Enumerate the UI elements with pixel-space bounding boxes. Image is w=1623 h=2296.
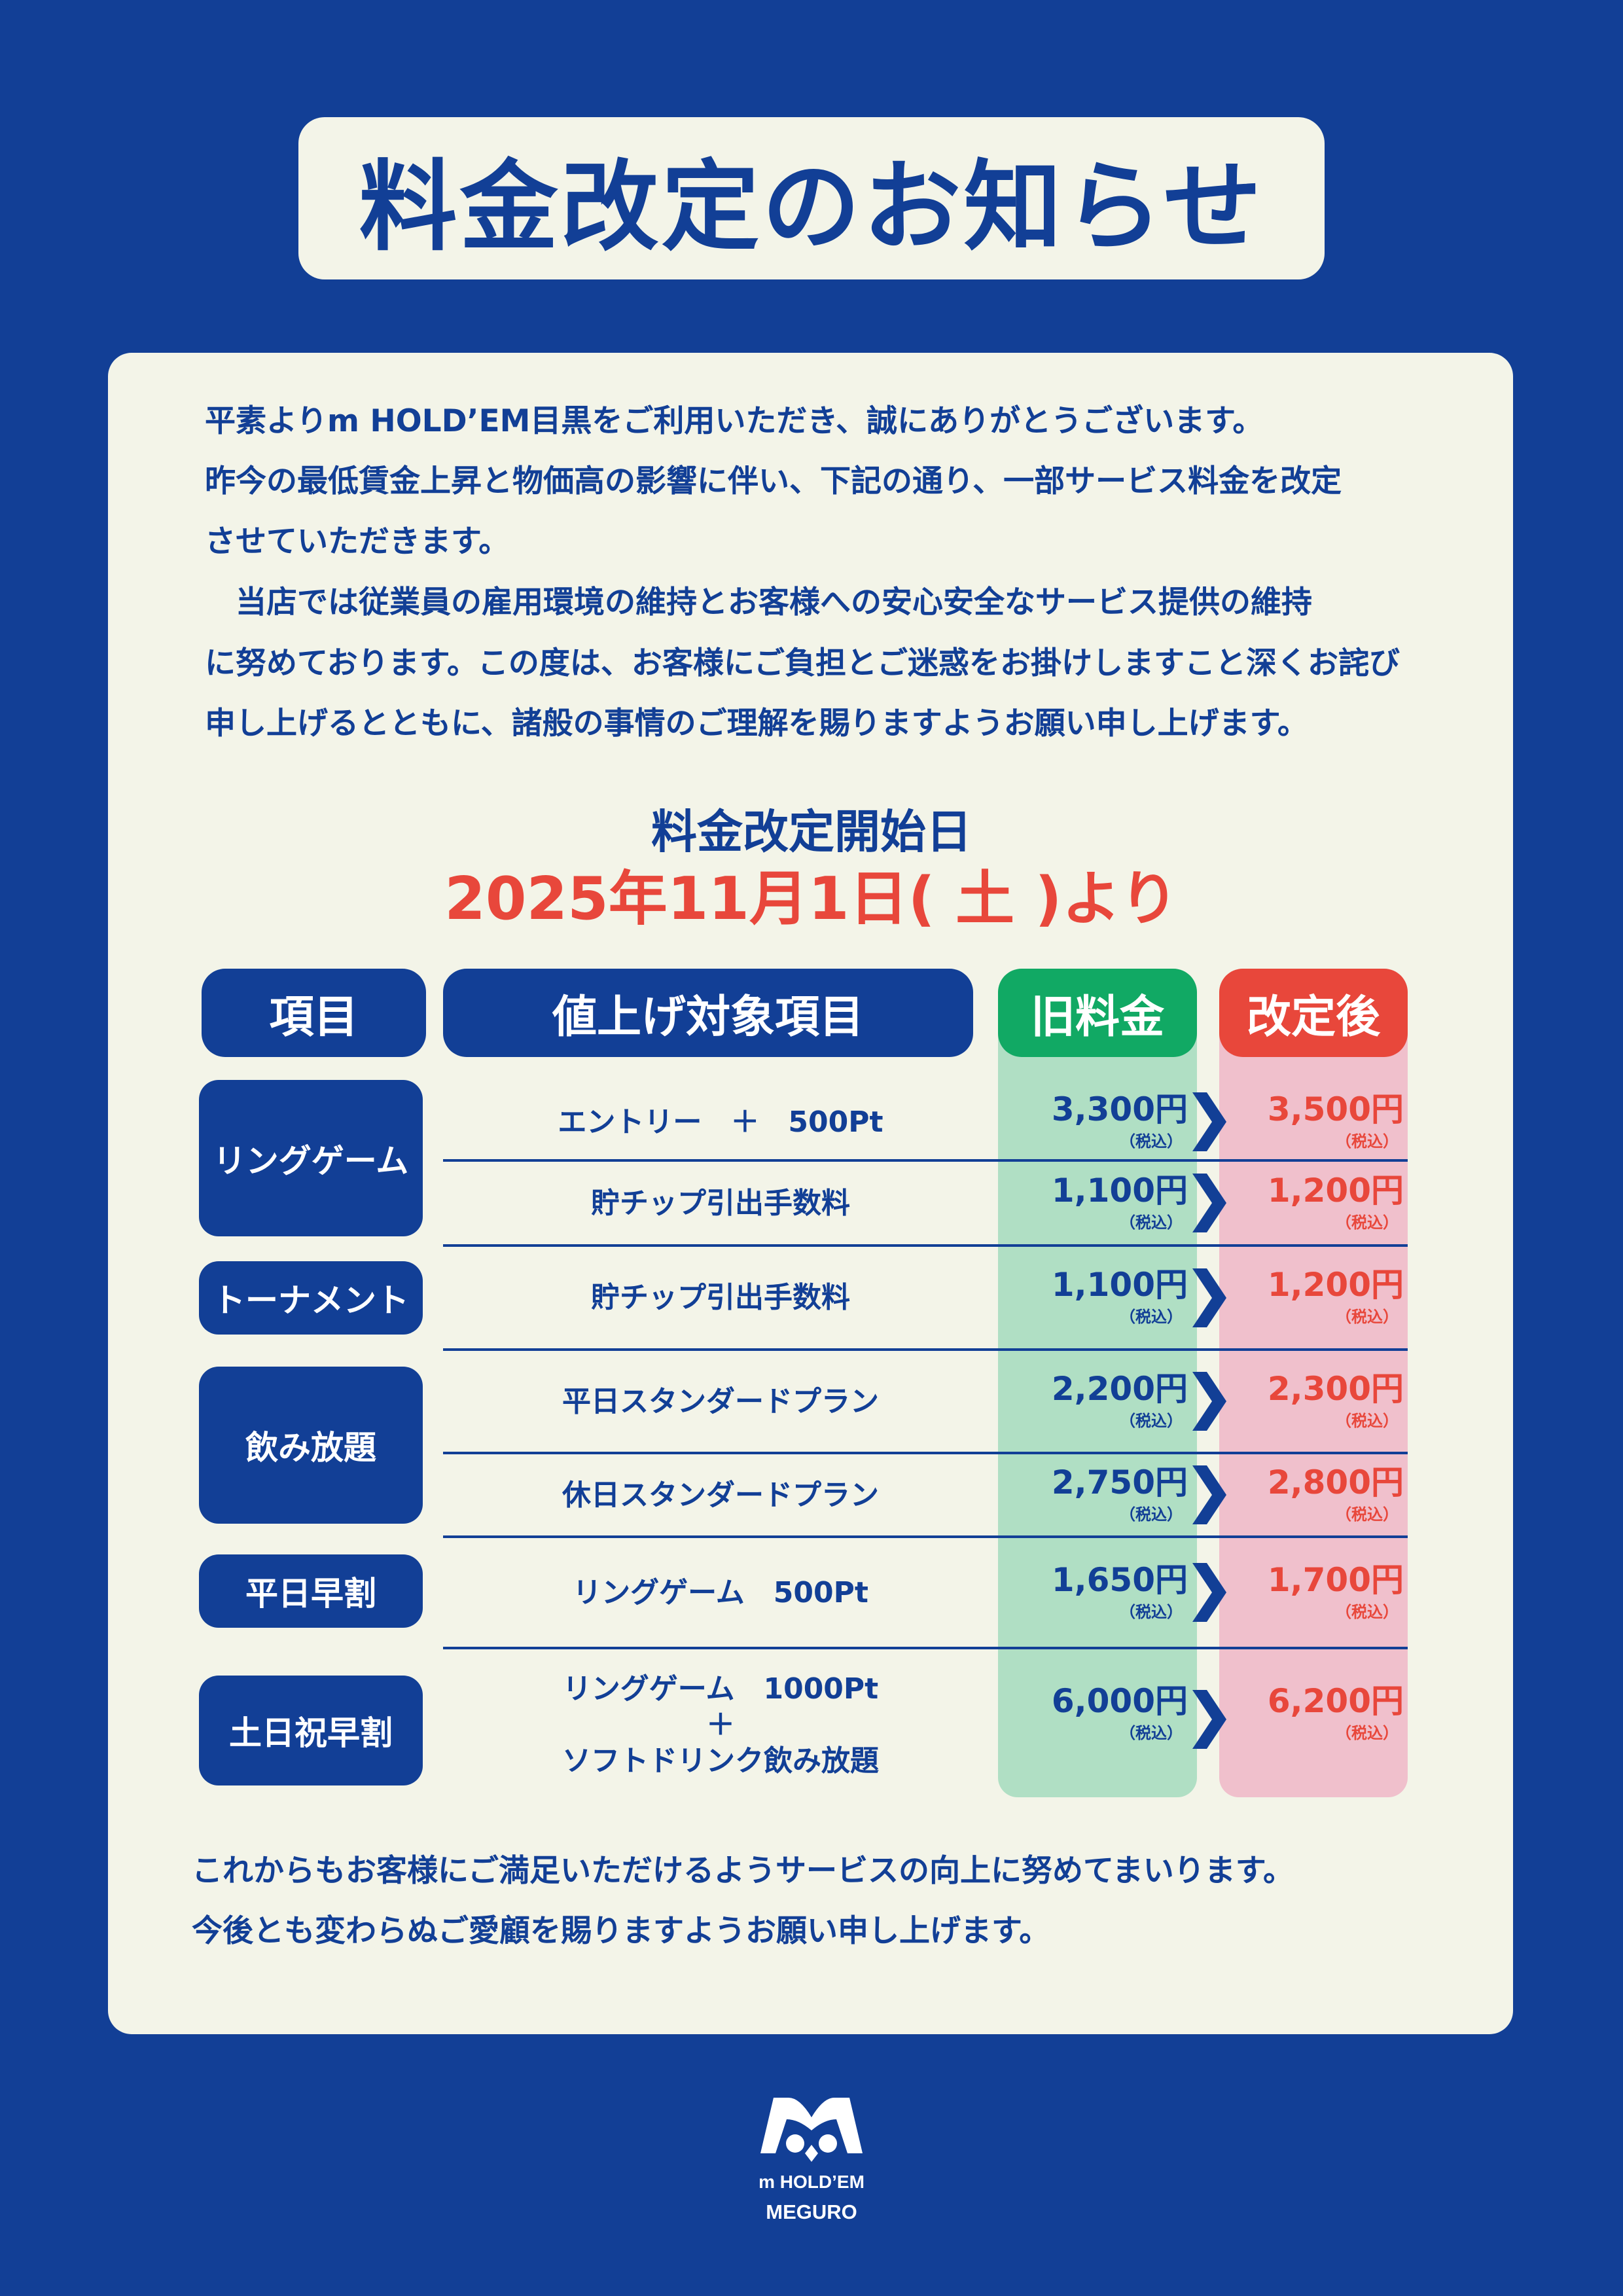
header-item: 値上げ対象項目 bbox=[443, 969, 973, 1057]
header-new-price: 改定後 bbox=[1219, 969, 1408, 1057]
arrow-right-icon bbox=[1192, 1465, 1226, 1524]
intro-line: 昨今の最低賃金上昇と物価高の影響に伴い、下記の通り、一部サービス料金を改定 bbox=[205, 463, 1342, 499]
old-price: 1,100円 （税込） bbox=[998, 1246, 1188, 1350]
closing-line: 今後とも変わらぬご愛顧を賜りますようお願い申し上げます。 bbox=[192, 1913, 1050, 1949]
header-old-price: 旧料金 bbox=[998, 969, 1197, 1057]
owl-logo-icon bbox=[760, 2098, 863, 2162]
logo-location: MEGURO bbox=[766, 2200, 857, 2223]
new-price-amount: 2,300円 bbox=[1267, 1369, 1404, 1408]
old-price-amount: 6,000円 bbox=[1051, 1681, 1188, 1720]
old-price-amount: 1,100円 bbox=[1051, 1266, 1188, 1304]
new-price-column bbox=[1219, 1008, 1408, 1797]
intro-line: に努めております。この度は、お客様にご負担とご迷惑をお掛けしますこと深くお詫び bbox=[205, 645, 1400, 681]
old-price: 1,100円 （税込） bbox=[998, 1160, 1188, 1246]
intro-line: させていただきます。 bbox=[205, 524, 510, 560]
header-category: 項目 bbox=[202, 969, 426, 1057]
row-item-line: ＋ bbox=[706, 1708, 735, 1742]
tax-note: （税込） bbox=[1336, 1308, 1399, 1326]
row-divider bbox=[443, 1647, 1408, 1649]
row-item: 休日スタンダードプラン bbox=[562, 1478, 879, 1512]
tax-note: （税込） bbox=[1120, 1308, 1183, 1326]
intro-line: 平素よりm HOLD’EM目黒をご利用いただき、誠にありがとうございます。 bbox=[205, 403, 1264, 439]
arrow-right-icon bbox=[1192, 1174, 1226, 1232]
row-item: 貯チップ引出手数料 bbox=[591, 1281, 850, 1314]
new-price: 6,200円 （税込） bbox=[1214, 1648, 1404, 1779]
effective-label: 料金改定開始日 bbox=[651, 805, 972, 859]
old-price-amount: 1,100円 bbox=[1051, 1171, 1188, 1210]
new-price: 1,700円 （税込） bbox=[1214, 1537, 1404, 1648]
category-weekend-early: 土日祝早割 bbox=[199, 1676, 423, 1785]
row-divider bbox=[443, 1348, 1408, 1351]
old-price: 6,000円 （税込） bbox=[998, 1648, 1188, 1779]
row-divider bbox=[443, 1244, 1408, 1247]
old-price-column bbox=[998, 1008, 1197, 1797]
old-price-amount: 2,750円 bbox=[1051, 1463, 1188, 1501]
tax-note: （税込） bbox=[1336, 1411, 1399, 1430]
arrow-right-icon bbox=[1192, 1372, 1226, 1431]
tax-note: （税込） bbox=[1336, 1505, 1399, 1524]
intro-line: 当店では従業員の雇用環境の維持とお客様への安心安全なサービス提供の維持 bbox=[205, 584, 1312, 620]
old-price: 3,300円 （税込） bbox=[998, 1083, 1188, 1160]
intro-line: 申し上げるとともに、諸般の事情のご理解を賜りますようお願い申し上げます。 bbox=[205, 706, 1308, 742]
category-weekday-early: 平日早割 bbox=[199, 1554, 423, 1628]
effective-date: 2025年11月1日( 土 )より bbox=[444, 865, 1179, 933]
row-item: リングゲーム 1000Pt ＋ ソフトドリンク飲み放題 bbox=[443, 1656, 998, 1793]
row-item-line: リングゲーム 1000Pt bbox=[562, 1672, 879, 1706]
tax-note: （税込） bbox=[1336, 1602, 1399, 1621]
tax-note: （税込） bbox=[1336, 1723, 1399, 1742]
old-price-amount: 2,200円 bbox=[1051, 1369, 1188, 1408]
tax-note: （税込） bbox=[1336, 1213, 1399, 1232]
closing-line: これからもお客様にご満足いただけるようサービスの向上に努めてまいります。 bbox=[192, 1853, 1294, 1889]
new-price: 2,800円 （税込） bbox=[1214, 1453, 1404, 1537]
old-price: 1,650円 （税込） bbox=[998, 1537, 1188, 1648]
tax-note: （税込） bbox=[1120, 1602, 1183, 1621]
row-divider bbox=[443, 1452, 1408, 1454]
arrow-right-icon bbox=[1192, 1690, 1226, 1749]
new-price-amount: 2,800円 bbox=[1267, 1463, 1404, 1501]
tax-note: （税込） bbox=[1336, 1132, 1399, 1151]
old-price-amount: 1,650円 bbox=[1051, 1560, 1188, 1599]
new-price-amount: 3,500円 bbox=[1267, 1090, 1404, 1128]
old-price-amount: 3,300円 bbox=[1051, 1090, 1188, 1128]
arrow-right-icon bbox=[1192, 1563, 1226, 1622]
tax-note: （税込） bbox=[1120, 1505, 1183, 1524]
new-price-amount: 1,200円 bbox=[1267, 1171, 1404, 1210]
row-item-line: ソフトドリンク飲み放題 bbox=[562, 1744, 879, 1778]
logo-name: m HOLD’EM bbox=[758, 2172, 865, 2192]
tax-note: （税込） bbox=[1120, 1411, 1183, 1430]
row-item: リングゲーム 500Pt bbox=[573, 1575, 868, 1609]
category-tournament: トーナメント bbox=[199, 1261, 423, 1335]
new-price: 1,200円 （税込） bbox=[1214, 1160, 1404, 1246]
new-price: 3,500円 （税込） bbox=[1214, 1083, 1404, 1160]
new-price: 2,300円 （税込） bbox=[1214, 1350, 1404, 1453]
page-title: 料金改定のお知らせ bbox=[359, 150, 1264, 264]
category-ring-game: リングゲーム bbox=[199, 1080, 423, 1236]
row-item: エントリー ＋ 500Pt bbox=[558, 1105, 883, 1139]
row-item: 平日スタンダードプラン bbox=[562, 1384, 879, 1418]
old-price: 2,750円 （税込） bbox=[998, 1453, 1188, 1537]
tax-note: （税込） bbox=[1120, 1132, 1183, 1151]
arrow-right-icon bbox=[1192, 1092, 1226, 1151]
tax-note: （税込） bbox=[1120, 1723, 1183, 1742]
new-price-amount: 6,200円 bbox=[1267, 1681, 1404, 1720]
old-price: 2,200円 （税込） bbox=[998, 1350, 1188, 1453]
row-divider bbox=[443, 1159, 1408, 1162]
title-banner: 料金改定のお知らせ bbox=[298, 117, 1325, 279]
new-price: 1,200円 （税込） bbox=[1214, 1246, 1404, 1350]
row-divider bbox=[443, 1535, 1408, 1538]
new-price-amount: 1,200円 bbox=[1267, 1266, 1404, 1304]
row-item: 貯チップ引出手数料 bbox=[591, 1186, 850, 1220]
new-price-amount: 1,700円 bbox=[1267, 1560, 1404, 1599]
tax-note: （税込） bbox=[1120, 1213, 1183, 1232]
category-all-you-can-drink: 飲み放題 bbox=[199, 1367, 423, 1524]
arrow-right-icon bbox=[1192, 1268, 1226, 1327]
